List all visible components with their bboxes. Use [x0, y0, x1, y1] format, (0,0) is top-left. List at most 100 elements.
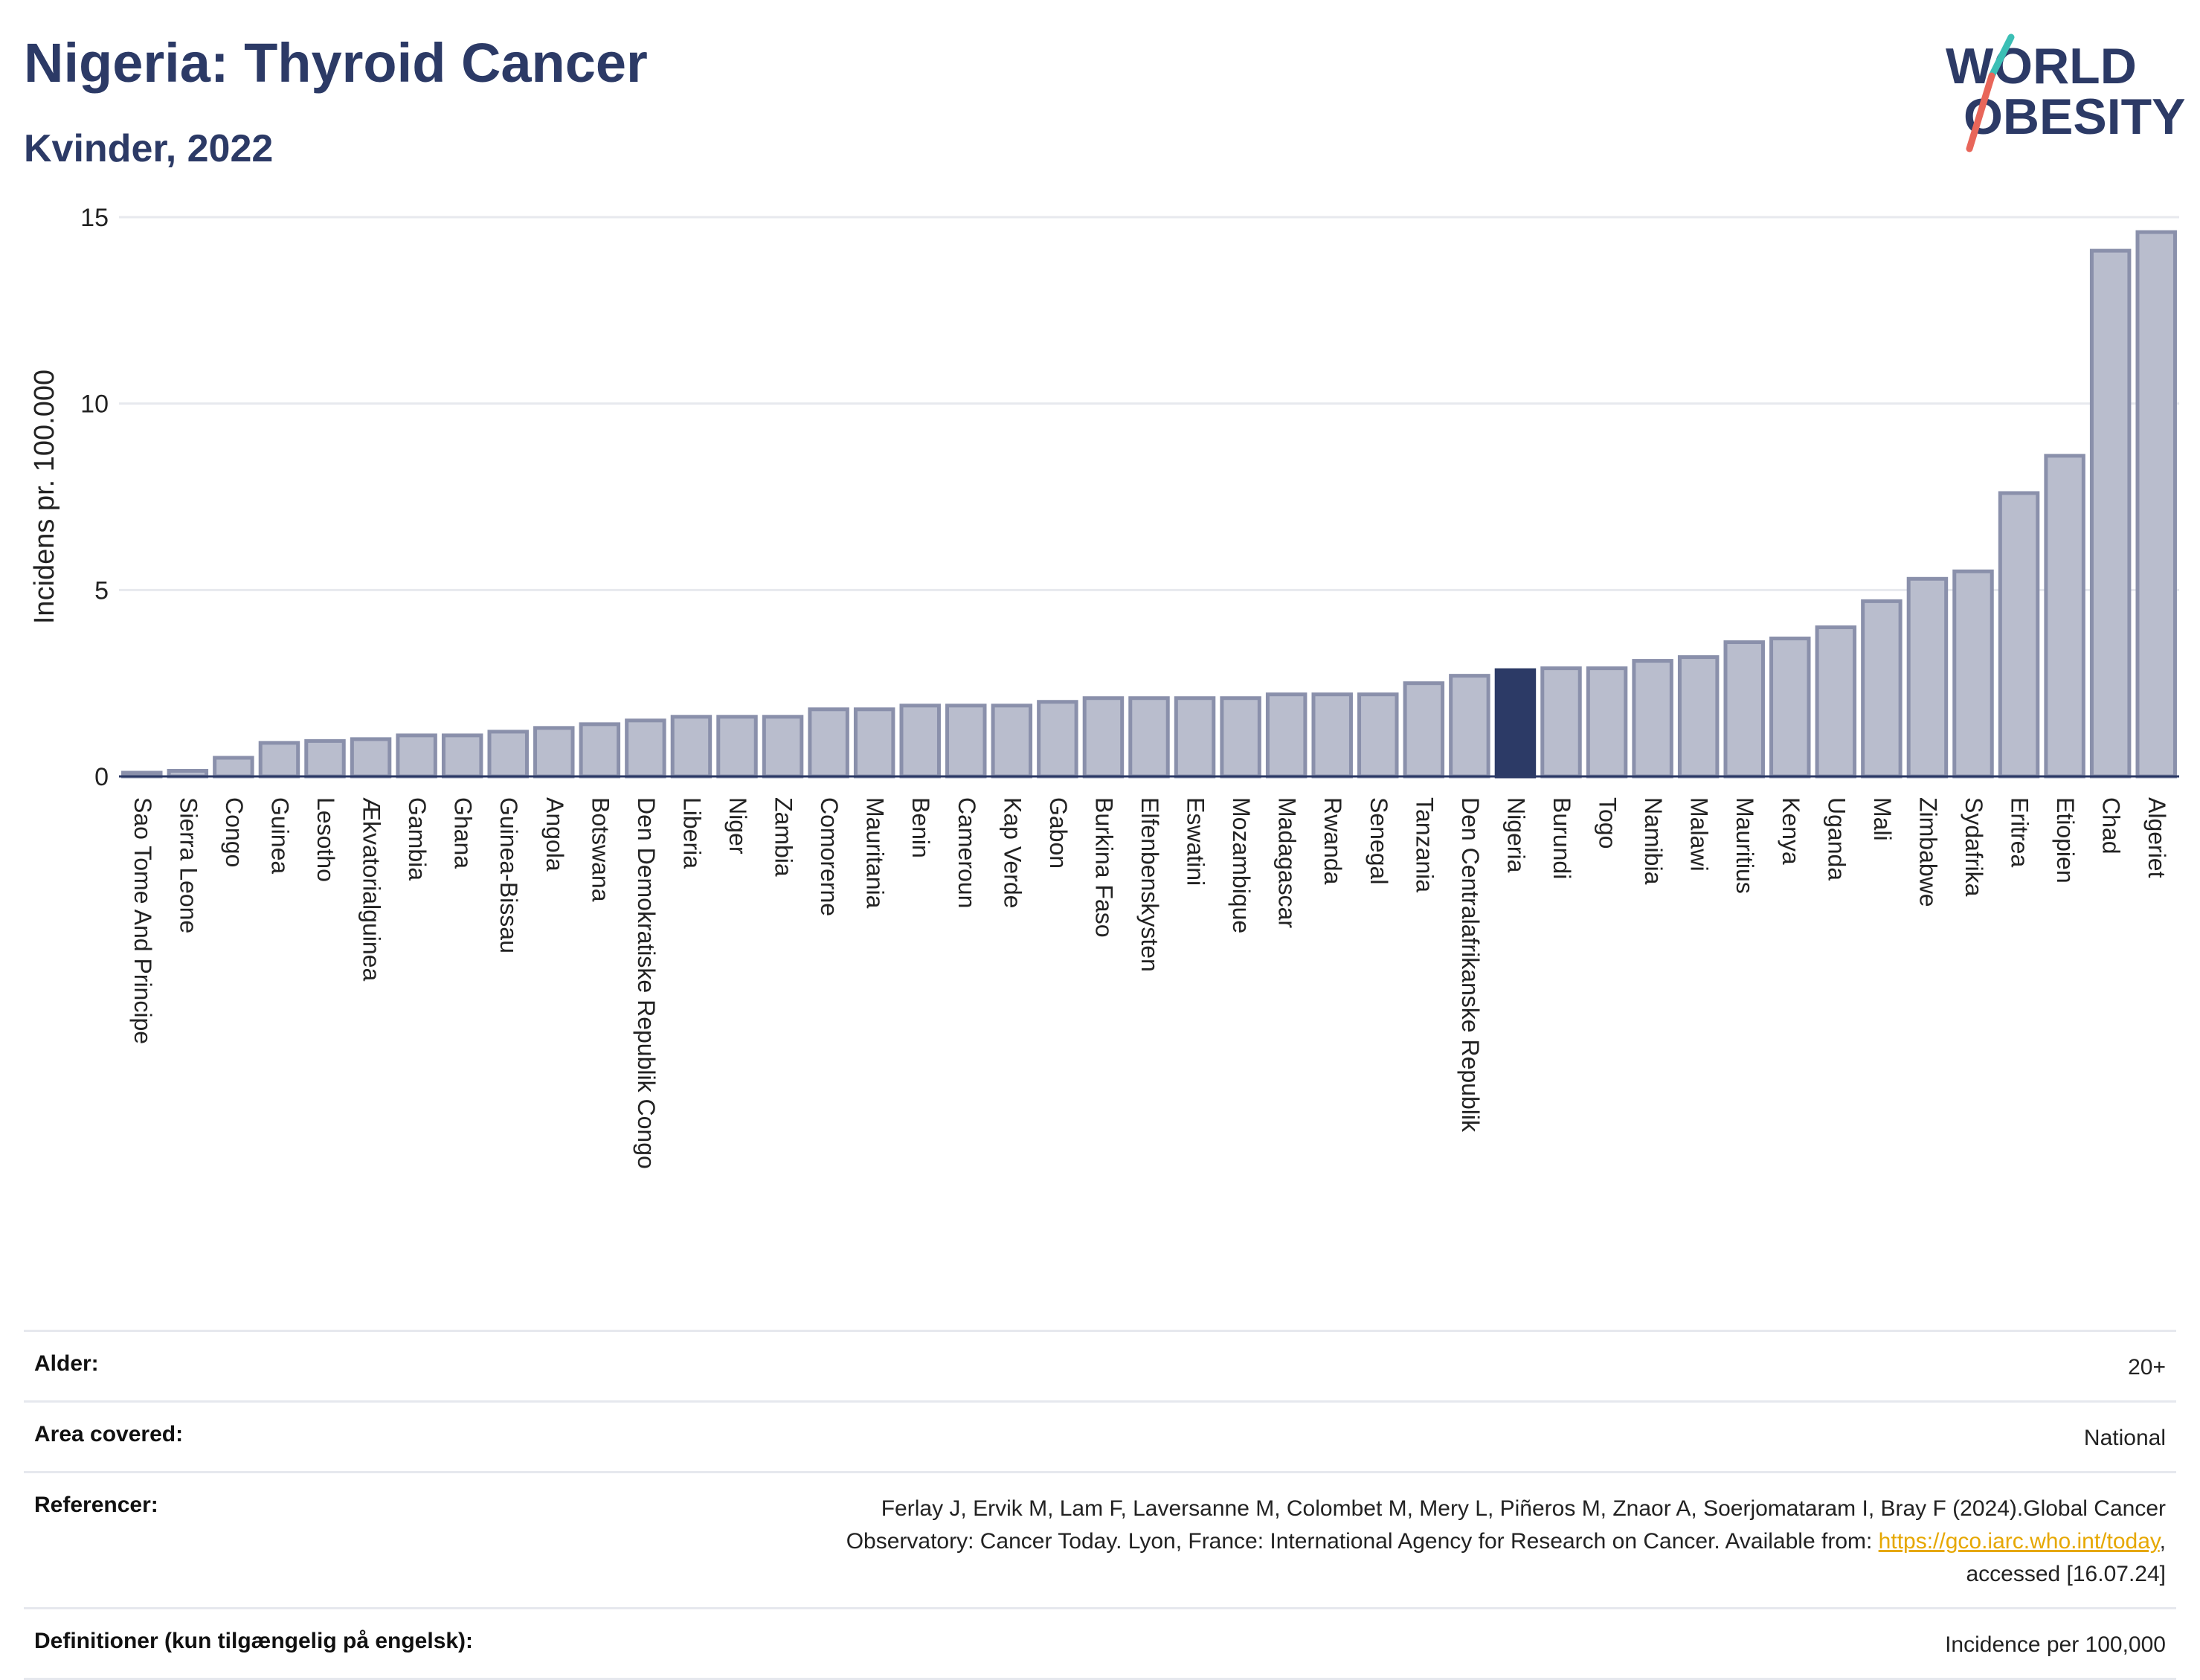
reference-link[interactable]: https://gco.iarc.who.int/today — [1878, 1529, 2160, 1554]
bar — [1769, 637, 1811, 779]
info-value-area: National — [2083, 1426, 2166, 1450]
x-tick-label: Ghana — [450, 797, 477, 869]
bar — [899, 704, 941, 779]
y-tick-label: 15 — [80, 204, 109, 232]
gridlines — [119, 216, 2179, 591]
info-label-area: Area covered: — [34, 1422, 184, 1446]
bar — [579, 722, 621, 779]
bar — [1906, 576, 1949, 779]
x-tick-label: Eswatini — [1183, 797, 1209, 886]
bar — [1311, 692, 1353, 779]
x-tick-label: Kap Verde — [999, 797, 1026, 908]
bar — [258, 741, 300, 779]
bar — [487, 730, 529, 779]
bar — [808, 707, 849, 779]
bar — [670, 715, 713, 779]
x-tick-label: Ækvatorialguinea — [358, 797, 385, 981]
x-tick-label: Uganda — [1823, 797, 1850, 881]
x-tick-label: Tanzania — [1411, 797, 1438, 892]
x-tick-label: Comorerne — [816, 797, 843, 916]
x-tick-label: Mozambique — [1228, 797, 1255, 933]
bar — [2044, 454, 2085, 779]
reference-line-3: accessed [16.07.24] — [1966, 1562, 2166, 1586]
x-tick-label: Liberia — [678, 797, 705, 869]
x-tick-label: Sao Tome And Principe — [129, 797, 156, 1044]
bar — [625, 718, 666, 779]
x-tick-label: Elfenbenskysten — [1136, 797, 1163, 972]
info-value-age: 20+ — [2128, 1355, 2166, 1380]
bar — [1723, 640, 1765, 779]
info-table: Alder: 20+ Area covered: National Refere… — [24, 1330, 2176, 1680]
x-tick-label: Zimbabwe — [1914, 797, 1941, 907]
info-row-references: Referencer: Ferlay J, Ervik M, Lam F, La… — [24, 1471, 2176, 1607]
bar — [1952, 569, 1994, 779]
bar — [1357, 692, 1399, 779]
x-tick-label: Lesotho — [312, 797, 339, 882]
x-tick-label: Mauritania — [862, 797, 889, 909]
bar — [762, 715, 804, 779]
x-tick-label: Etiopien — [2052, 797, 2079, 884]
x-tick-label: Guinea — [266, 797, 293, 874]
bar — [1815, 625, 1857, 779]
x-tick-label: Congo — [221, 797, 248, 867]
x-tick-label: Mali — [1869, 797, 1896, 841]
bar — [991, 704, 1033, 779]
bar — [2089, 248, 2132, 779]
x-tick-label: Den Demokratiske Republik Congo — [633, 797, 660, 1169]
bar — [213, 756, 254, 779]
info-value-definitions: Incidence per 100,000 — [1945, 1632, 2166, 1657]
bar — [1220, 696, 1261, 779]
y-axis-ticks: 0 5 10 15 — [80, 204, 109, 791]
x-tick-label: Gabon — [1045, 797, 1072, 869]
info-label-definitions: Definitioner (kun tilgængelig på engelsk… — [34, 1629, 474, 1653]
world-obesity-logo: WORLD OBESITY — [1946, 33, 2186, 152]
bar — [1128, 696, 1170, 779]
info-label-references: Referencer: — [34, 1493, 158, 1517]
x-tick-label: Kenya — [1778, 797, 1804, 865]
reference-link-suffix: , — [2159, 1529, 2166, 1554]
info-row-definitions: Definitioner (kun tilgængelig på engelsk… — [24, 1607, 2176, 1680]
bar — [350, 737, 392, 779]
bars — [121, 230, 2177, 779]
x-tick-label: Madagascar — [1274, 797, 1301, 928]
x-tick-label: Senegal — [1366, 797, 1392, 884]
logo-slash-coral — [1966, 72, 1995, 152]
y-tick-label: 10 — [80, 390, 109, 419]
x-tick-label: Guinea-Bissau — [495, 797, 522, 953]
bar-highlight — [1494, 668, 1537, 779]
bar — [1449, 674, 1490, 779]
bar — [396, 733, 437, 779]
info-value-references: Ferlay J, Ervik M, Lam F, Laversanne M, … — [846, 1493, 2166, 1591]
bar-chart: 0 5 10 15 Sao Tome And Principe Sierra Leone… — [29, 204, 2179, 1169]
bar — [1632, 659, 1673, 779]
logo-line2: OBESITY — [1963, 88, 2186, 145]
bar — [853, 707, 895, 779]
y-axis-title: Incidens pr. 100.000 — [29, 370, 60, 624]
bar — [1174, 696, 1216, 779]
x-tick-label: Benin — [907, 797, 934, 858]
bar — [1998, 491, 2040, 779]
x-tick-label: Niger — [724, 797, 751, 855]
info-row-age: Alder: 20+ — [24, 1330, 2176, 1400]
x-tick-label: Malawi — [1686, 797, 1713, 872]
logo-slash-teal — [1988, 33, 2015, 80]
x-tick-label: Mauritius — [1731, 797, 1758, 894]
x-tick-label: Algeriet — [2143, 797, 2170, 878]
x-tick-label: Namibia — [1640, 797, 1667, 885]
bar — [441, 733, 483, 779]
bar — [1403, 681, 1445, 779]
bar — [533, 726, 575, 779]
bar — [304, 738, 346, 779]
bar — [945, 704, 987, 779]
bar — [1037, 700, 1078, 779]
bar — [1082, 696, 1125, 779]
x-tick-label: Burkina Faso — [1090, 797, 1117, 938]
x-tick-label: Burundi — [1548, 797, 1575, 879]
reference-line-2-text: Observatory: Cancer Today. Lyon, France:… — [846, 1529, 1879, 1554]
x-tick-label: Sydafrika — [1961, 797, 1987, 897]
x-tick-label: Cameroun — [953, 797, 980, 908]
bar — [1586, 666, 1628, 779]
x-tick-label: Gambia — [404, 797, 431, 881]
reference-line-1: Ferlay J, Ervik M, Lam F, Laversanne M, … — [881, 1496, 2166, 1521]
bar — [1861, 599, 1903, 779]
